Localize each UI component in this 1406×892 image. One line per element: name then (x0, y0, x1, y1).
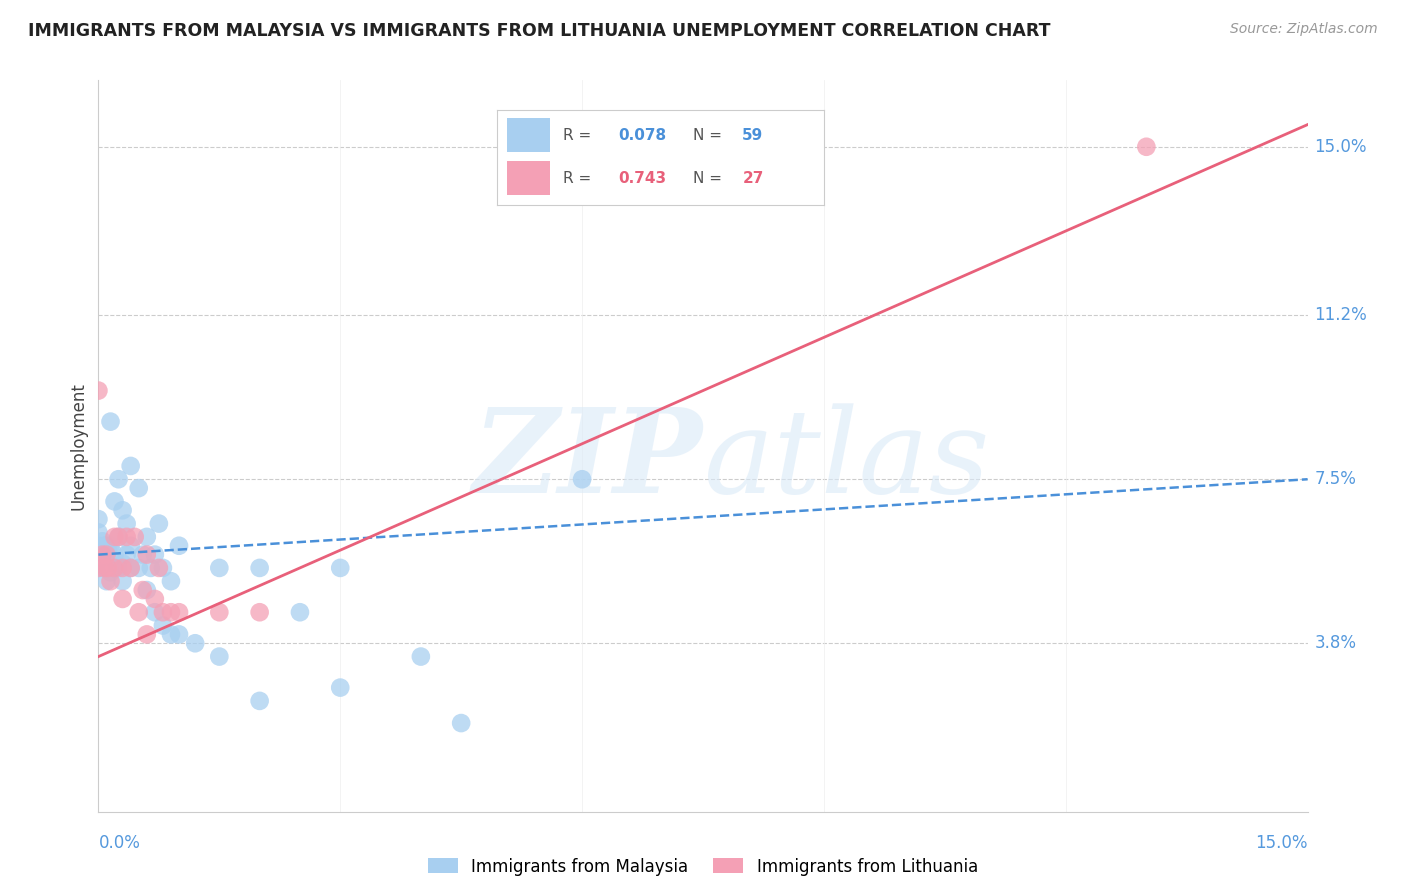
Point (94, 539, 117, 553)
Point (94, 561, 117, 575)
Point (96, 557, 118, 571)
Point (96, 574, 118, 589)
Point (91, 534, 114, 549)
Point (135, 530, 157, 544)
Point (111, 574, 134, 589)
Point (132, 583, 155, 598)
Point (96, 548, 118, 562)
Point (152, 561, 174, 575)
Point (115, 516, 138, 531)
Text: IMMIGRANTS FROM MALAYSIA VS IMMIGRANTS FROM LITHUANIA UNEMPLOYMENT CORRELATION C: IMMIGRANTS FROM MALAYSIA VS IMMIGRANTS F… (28, 22, 1050, 40)
Point (97, 561, 120, 575)
Point (124, 530, 146, 544)
Text: 15.0%: 15.0% (1256, 834, 1308, 852)
Point (87, 561, 110, 575)
Point (143, 548, 166, 562)
Point (103, 561, 125, 575)
Point (111, 591, 134, 606)
Point (115, 530, 138, 544)
Text: 0.0%: 0.0% (98, 834, 141, 852)
Text: ZIP: ZIP (472, 403, 703, 518)
Point (160, 627, 183, 641)
Text: 15.0%: 15.0% (1315, 137, 1367, 156)
Point (135, 583, 157, 598)
Point (107, 530, 129, 544)
Point (152, 605, 174, 619)
Point (135, 548, 157, 562)
Point (329, 681, 352, 695)
Point (100, 415, 122, 429)
Point (100, 574, 122, 589)
Point (208, 605, 231, 619)
Point (103, 561, 125, 575)
Point (91, 548, 114, 562)
Point (107, 472, 129, 486)
Point (139, 561, 162, 575)
Point (103, 494, 125, 508)
Point (87, 384, 110, 398)
Point (132, 548, 155, 562)
Point (103, 530, 125, 544)
Point (128, 561, 150, 575)
Point (94, 561, 117, 575)
Point (87, 525, 110, 540)
Point (128, 605, 150, 619)
Point (184, 636, 207, 650)
Point (91, 561, 114, 575)
Point (96, 539, 118, 553)
Point (111, 503, 134, 517)
Point (120, 539, 142, 553)
Y-axis label: Unemployment: Unemployment (69, 382, 87, 510)
Point (249, 605, 271, 619)
Point (107, 530, 129, 544)
Legend: Immigrants from Malaysia, Immigrants from Lithuania: Immigrants from Malaysia, Immigrants fro… (419, 849, 987, 884)
Point (100, 539, 122, 553)
Point (91, 548, 114, 562)
Point (87, 539, 110, 553)
Point (120, 458, 142, 473)
Point (111, 557, 134, 571)
Point (100, 566, 122, 580)
Text: atlas: atlas (703, 403, 990, 518)
Point (329, 561, 352, 575)
Point (128, 481, 150, 495)
Point (208, 561, 231, 575)
Point (120, 561, 142, 575)
Point (450, 716, 472, 731)
Point (571, 472, 593, 486)
Point (115, 548, 138, 562)
Point (148, 561, 170, 575)
Point (107, 561, 129, 575)
Point (249, 561, 271, 575)
Point (103, 548, 125, 562)
Point (288, 605, 311, 619)
Text: 3.8%: 3.8% (1315, 634, 1357, 652)
Text: 7.5%: 7.5% (1315, 470, 1357, 488)
Point (167, 627, 190, 641)
Point (97, 543, 120, 558)
Text: 11.2%: 11.2% (1315, 306, 1368, 324)
Point (1135, 140, 1157, 154)
Point (120, 561, 142, 575)
Point (100, 552, 122, 566)
Point (135, 627, 157, 641)
Point (167, 605, 190, 619)
Point (167, 539, 190, 553)
Point (87, 512, 110, 526)
Point (152, 618, 174, 632)
Point (87, 561, 110, 575)
Point (148, 516, 170, 531)
Point (97, 561, 120, 575)
Point (409, 649, 432, 664)
Point (160, 574, 183, 589)
Point (111, 561, 134, 575)
Point (143, 591, 166, 606)
Point (208, 649, 231, 664)
Text: Source: ZipAtlas.com: Source: ZipAtlas.com (1230, 22, 1378, 37)
Point (143, 605, 166, 619)
Point (87, 548, 110, 562)
Point (160, 605, 183, 619)
Point (249, 694, 271, 708)
